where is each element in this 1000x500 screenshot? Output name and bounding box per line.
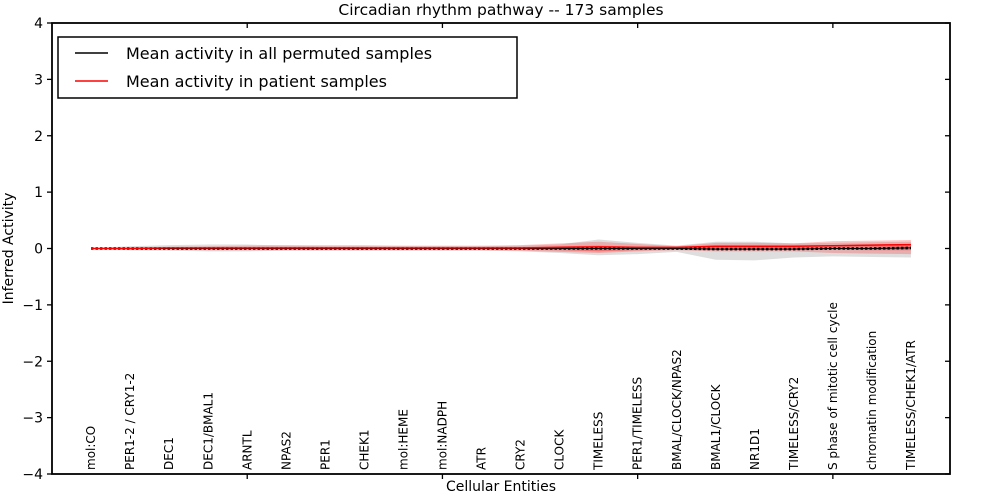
y-axis-label: Inferred Activity — [1, 193, 17, 305]
legend-patient-label: Mean activity in patient samples — [126, 72, 387, 91]
y-tick-label: 0 — [34, 242, 43, 258]
y-tick-label: −4 — [22, 467, 43, 483]
x-category-label: ARNTL — [240, 430, 254, 470]
y-tick-label: 1 — [34, 185, 43, 201]
y-tick-label: 4 — [34, 16, 43, 32]
plot-frame — [51, 22, 951, 475]
y-tick-label: 3 — [34, 72, 43, 88]
series-line-mean-activity-in-patient-samples — [91, 243, 911, 250]
chart-title: Circadian rhythm pathway -- 173 samples — [338, 1, 663, 19]
x-category-label: CLOCK — [553, 429, 567, 470]
x-category-labels-layer: mol:CO PER1-2 / CRY1-2 DEC1 DEC1/BMAL1 ARNTL… — [84, 302, 918, 471]
x-category-label: BMAL/CLOCK/NPAS2 — [670, 349, 684, 470]
x-category-label: DEC1/BMAL1 — [201, 392, 215, 470]
x-category-label: mol:CO — [84, 426, 98, 470]
confidence-bands-layer — [91, 239, 911, 261]
x-category-label: PER1 — [318, 439, 332, 470]
x-category-label: TIMELESS/CHEK1/ATR — [904, 340, 918, 471]
legend-permuted-label: Mean activity in all permuted samples — [126, 44, 432, 63]
legend-box — [57, 36, 518, 99]
x-category-label: mol:NADPH — [436, 401, 450, 470]
x-category-label: BMAL1/CLOCK — [709, 383, 723, 470]
x-category-label: CHEK1 — [357, 430, 371, 471]
x-category-label: NPAS2 — [279, 431, 293, 470]
band-patient-samples-range — [91, 240, 911, 255]
band-permuted-samples-range — [91, 239, 911, 261]
y-tick-label: −1 — [22, 298, 43, 314]
x-category-label: DEC1 — [162, 437, 176, 470]
y-tick-label: 2 — [34, 129, 43, 145]
series-lines-layer — [91, 243, 911, 251]
x-category-label: chromatin modification — [865, 331, 879, 470]
legend: Mean activity in all permuted samples Me… — [57, 36, 518, 99]
x-category-label: PER1-2 / CRY1-2 — [123, 373, 137, 470]
x-axis-label: Cellular Entities — [446, 479, 556, 495]
x-category-label: PER1/TIMELESS — [631, 377, 645, 470]
x-category-label: NR1D1 — [748, 428, 762, 470]
x-category-label: ATR — [475, 447, 489, 470]
x-category-label: S phase of mitotic cell cycle — [826, 302, 840, 470]
x-category-label: TIMELESS — [592, 412, 606, 471]
y-tick-label: −2 — [22, 354, 43, 370]
y-tick-label: −3 — [22, 411, 43, 427]
x-category-label: CRY2 — [514, 439, 528, 470]
y-tick-labels-layer: −4 −3 −2 −1 0 1 2 3 4 — [22, 16, 43, 483]
x-category-label: TIMELESS/CRY2 — [787, 377, 801, 471]
x-category-label: mol:HEME — [396, 409, 410, 470]
